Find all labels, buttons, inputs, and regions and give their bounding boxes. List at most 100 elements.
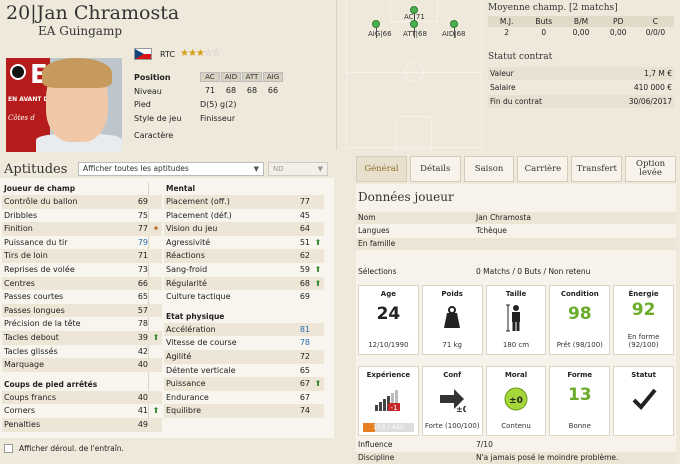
- aptitude-row[interactable]: Contrôle du ballon 69: [2, 195, 162, 209]
- card-title: Moral: [504, 371, 528, 379]
- donnees-row: Langues Tchèque: [356, 225, 676, 237]
- aptitude-row[interactable]: Agilité 72: [164, 349, 324, 364]
- card-moral: Moral ±0 Contenu: [485, 366, 547, 436]
- aptitude-row[interactable]: Penalties 49: [2, 417, 162, 432]
- contrat-label: Fin du contrat: [490, 97, 542, 106]
- tab-saison[interactable]: Saison: [463, 156, 515, 182]
- donnees-value: [476, 238, 676, 250]
- card-sub: 71 kg: [442, 341, 463, 349]
- discipline-value: N'a jamais posé le moindre problème.: [476, 453, 619, 462]
- aptitude-row[interactable]: Précision de la tête 78: [2, 317, 162, 331]
- pitch-dot-aig[interactable]: [372, 20, 380, 28]
- aptitude-name: Agilité: [166, 351, 192, 361]
- aptitude-row[interactable]: Culture tactique 69: [164, 290, 324, 304]
- aptitude-value: 42: [137, 346, 148, 356]
- arrow-up-icon: ⬆: [314, 379, 322, 389]
- nd-select[interactable]: ND ▼: [268, 162, 328, 176]
- aptitude-value: 75: [137, 210, 148, 220]
- tab-carriere[interactable]: Carrière: [517, 156, 569, 182]
- aptitude-value: 40: [137, 392, 148, 402]
- aptitude-row[interactable]: Agressivité 51 ⬆: [164, 236, 324, 250]
- player-number: 20: [6, 2, 31, 24]
- caractere-label: Caractère: [134, 131, 174, 140]
- card-energie: Énergie 92 En forme (92/100): [613, 285, 674, 355]
- pitch-label-aig: AIG|66: [368, 30, 392, 38]
- aptitude-row[interactable]: Sang-froid 59 ⬆: [164, 263, 324, 277]
- moyenne-value: 0/0/0: [645, 28, 666, 37]
- weight-icon: [438, 304, 466, 332]
- logo-subtext: Côtes d: [8, 114, 35, 122]
- discipline-label: Discipline: [358, 453, 395, 462]
- aptitude-row[interactable]: Puissance 67 ⬆: [164, 377, 324, 391]
- aptitude-row[interactable]: Placement (off.) 77: [164, 195, 324, 209]
- morale-cards: Expérience -1 103 / 450 Conf ±0 Forte (1…: [358, 366, 674, 436]
- card-value: 92: [631, 300, 656, 320]
- card-sub: Contenu: [501, 422, 531, 430]
- aptitude-name: Placement (déf.): [166, 210, 232, 220]
- pitch-dot-aid[interactable]: [450, 20, 458, 28]
- pied-value: D(5) g(2): [200, 100, 237, 109]
- aptitude-row[interactable]: Coups francs 40: [2, 390, 162, 405]
- aptitude-name: Coups francs: [4, 392, 56, 402]
- portrait-hair: [42, 58, 112, 88]
- pitch-dot-ac[interactable]: [410, 6, 418, 14]
- aptitude-row[interactable]: Détente verticale 65: [164, 364, 324, 378]
- aptitude-row[interactable]: Passes longues 57: [2, 303, 162, 318]
- card-title: Conf: [443, 371, 462, 379]
- aptitude-row[interactable]: Corners 41 ⬆: [2, 404, 162, 418]
- aptitude-row[interactable]: Dribbles 75: [2, 209, 162, 223]
- moyenne-header: B/M: [573, 17, 589, 26]
- indicator-empty: [312, 222, 324, 236]
- show-training-toggle[interactable]: Afficher déroul. de l'entraîn.: [4, 444, 124, 453]
- aptitude-row[interactable]: Vitesse de course 78: [164, 336, 324, 350]
- indicator-empty: [312, 323, 324, 337]
- aptitude-row[interactable]: Passes courtes 65: [2, 290, 162, 304]
- indicator-empty: [150, 209, 162, 223]
- contrat-row: Salaire 410 000 €: [488, 81, 674, 94]
- aptitude-row[interactable]: Reprises de volée 73: [2, 263, 162, 277]
- aptitudes-filter-select[interactable]: Afficher toutes les aptitudes ▼: [78, 162, 264, 176]
- aptitude-value: 62: [299, 251, 310, 261]
- aptitude-value: 51: [299, 237, 310, 247]
- influence-value: 7/10: [476, 440, 493, 449]
- indicator-empty: [150, 317, 162, 331]
- indicator-empty: [312, 364, 324, 378]
- aptitude-name: Tacles glissés: [4, 346, 58, 356]
- conf-badge: ±0: [456, 405, 466, 413]
- card-sub: Forte (100/100): [424, 422, 480, 430]
- aptitude-row[interactable]: Finition 77 ✦: [2, 222, 162, 236]
- tab-general[interactable]: Général: [356, 156, 407, 182]
- pitch-stem-att: [414, 28, 415, 38]
- aptitude-name: Equilibre: [166, 406, 201, 416]
- club-name[interactable]: EA Guingamp: [38, 24, 123, 38]
- aptitude-row[interactable]: Placement (déf.) 45: [164, 209, 324, 223]
- pos-att: ATT: [242, 72, 262, 82]
- arrow-up-icon: ⬆: [152, 332, 160, 342]
- aptitude-row[interactable]: Vision du jeu 64: [164, 222, 324, 236]
- aptitude-row[interactable]: Centres 66: [2, 276, 162, 291]
- aptitude-row[interactable]: Régularité 68 ⬆: [164, 276, 324, 291]
- aptitude-row[interactable]: Tacles glissés 42: [2, 345, 162, 359]
- donnees-value: Tchèque: [476, 226, 507, 235]
- aptitude-row[interactable]: Equilibre 74: [164, 404, 324, 418]
- indicator-empty: [312, 249, 324, 263]
- contrat-label: Salaire: [490, 83, 516, 92]
- indicator-empty: [150, 277, 162, 291]
- aptitude-row[interactable]: Puissance du tir 79: [2, 236, 162, 250]
- pitch-dot-att[interactable]: [410, 20, 418, 28]
- aptitude-row[interactable]: Réactions 62: [164, 249, 324, 263]
- tab-option-levee[interactable]: Option levée: [625, 156, 676, 182]
- indicator-empty: [150, 358, 162, 372]
- aptitude-row[interactable]: Accélération 81: [164, 322, 324, 337]
- tab-details[interactable]: Détails: [409, 156, 461, 182]
- aptitude-row[interactable]: Tacles debout 39 ⬆: [2, 330, 162, 345]
- aptitude-row[interactable]: Marquage 40: [2, 358, 162, 372]
- pitch-label-ac: AC|71: [404, 13, 425, 21]
- aptitude-value: 69: [137, 197, 148, 206]
- aptitude-row[interactable]: Endurance 67: [164, 391, 324, 405]
- tab-transfert[interactable]: Transfert: [571, 156, 623, 182]
- aptitude-row[interactable]: Tirs de loin 71: [2, 249, 162, 263]
- pitch-center-circle: [404, 62, 424, 82]
- moral-badge: ±0: [509, 396, 523, 406]
- checkbox[interactable]: [4, 444, 13, 453]
